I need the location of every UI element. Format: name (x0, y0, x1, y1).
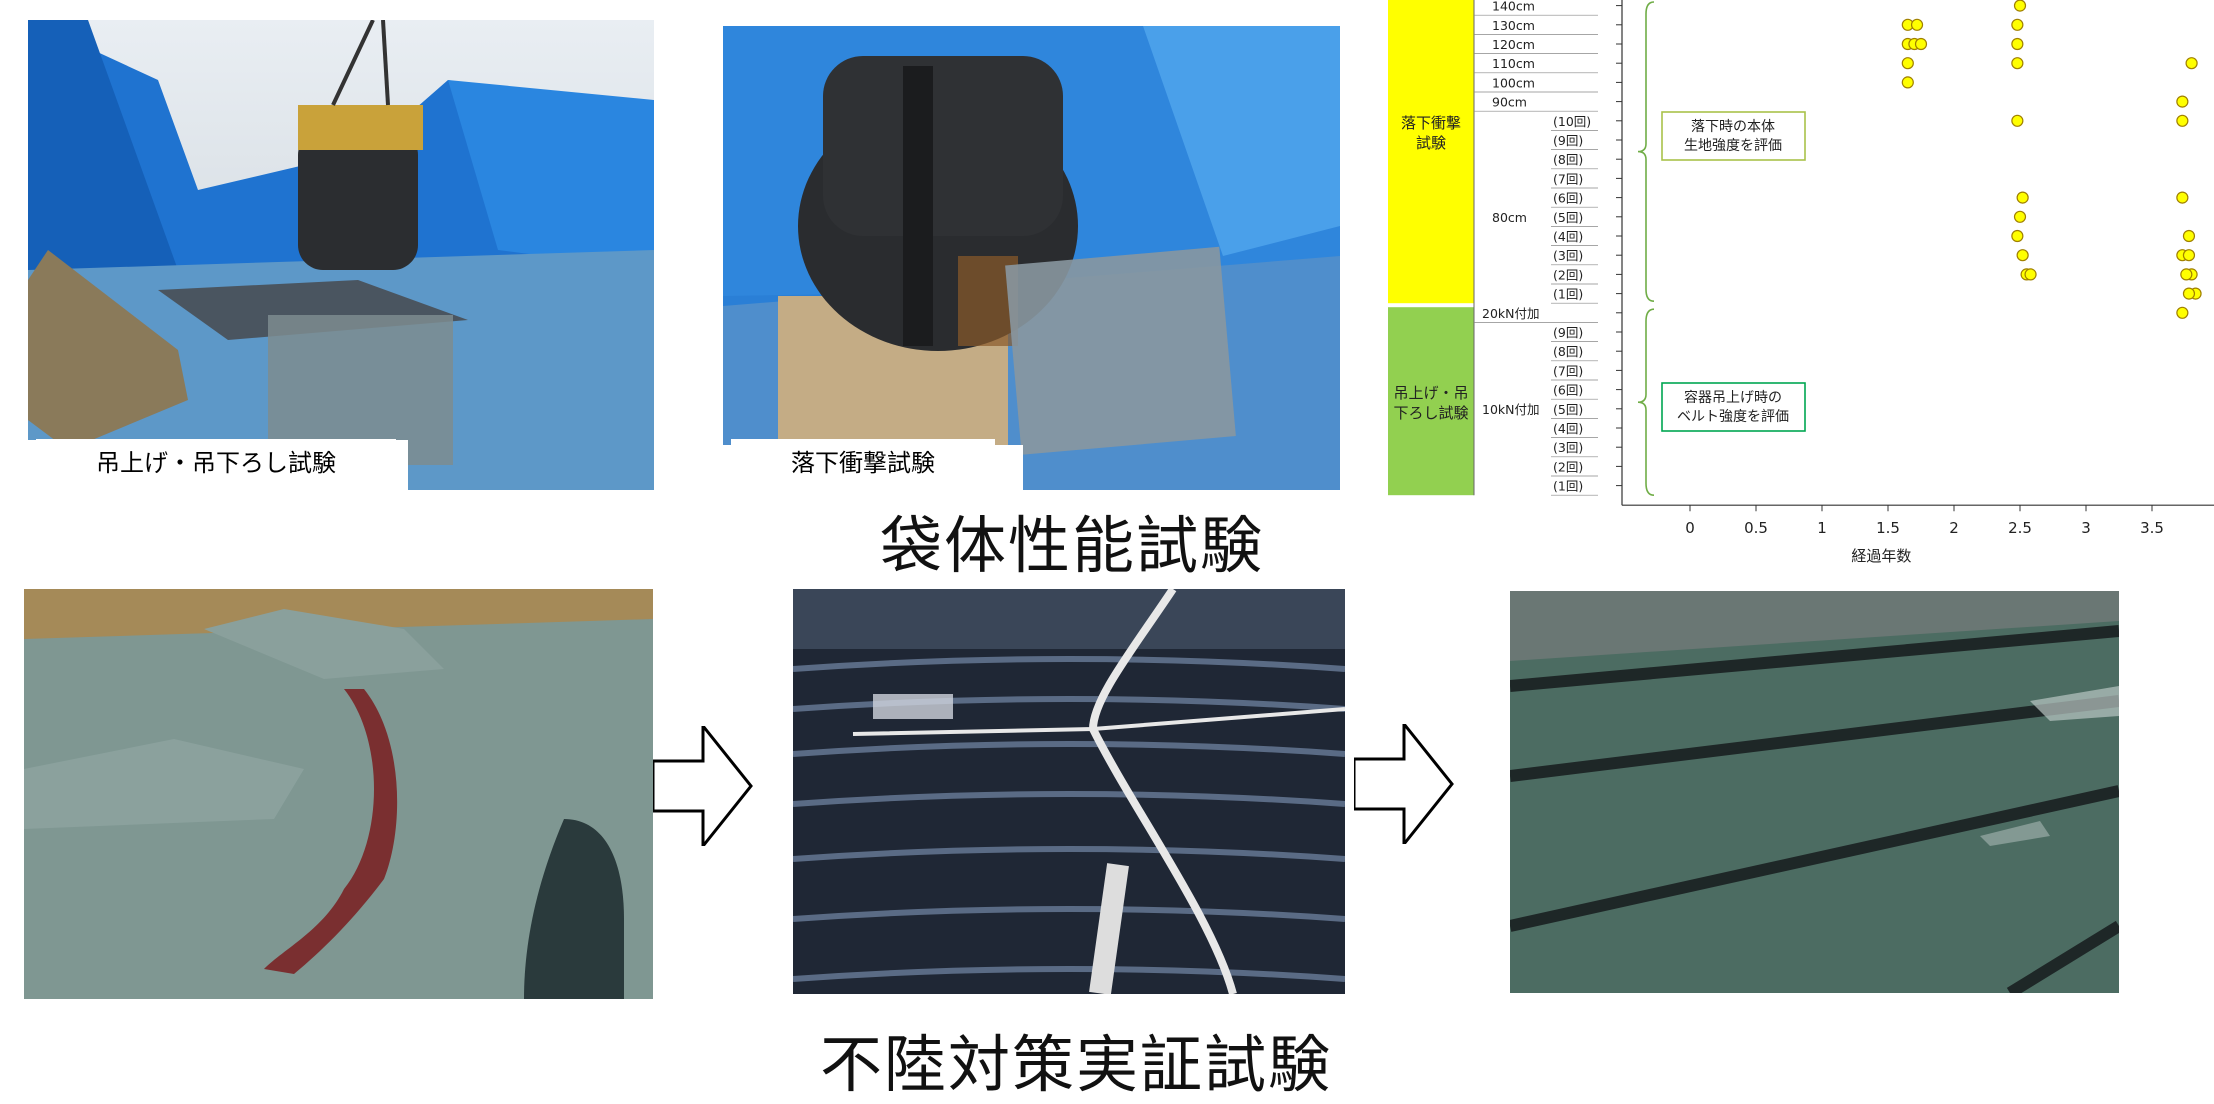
drop-test-caption: 落下衝撃試験 (731, 439, 995, 482)
data-point (2011, 57, 2024, 70)
row-label: (2回) (1553, 459, 1583, 474)
row-label: 120cm (1492, 37, 1535, 52)
data-point (2011, 114, 2024, 127)
row-label: (2回) (1553, 267, 1583, 282)
settlement-title: 不陸対策実証試験 (820, 1028, 1333, 1101)
data-point (1910, 18, 1924, 31)
row-label: 20kN付加 (1482, 306, 1540, 321)
row-label: (7回) (1553, 363, 1583, 378)
x-tick-label: 1 (1817, 519, 1827, 537)
data-point (2176, 114, 2189, 127)
lift-test-band (1388, 307, 1474, 496)
data-point (2013, 0, 2027, 12)
drop-test-note-box (1661, 111, 1806, 161)
lift-test-bracket (1637, 308, 1655, 496)
row-label: (1回) (1553, 287, 1583, 302)
data-point (2011, 37, 2024, 51)
x-tick-label: 0.5 (1744, 519, 1768, 537)
lifting-test-photo: 吊上げ・吊下ろし試験 (28, 20, 654, 490)
x-tick-label: 2 (1949, 519, 1959, 537)
row-label: 130cm (1492, 18, 1535, 33)
right-arrow-icon (1354, 724, 1454, 844)
drop-test-band (1388, 0, 1474, 304)
data-point (2176, 95, 2189, 108)
row-label: (5回) (1553, 210, 1583, 225)
x-tick-label: 3.5 (2140, 519, 2164, 537)
drop-test-note-text: 生地強度を評価 (1684, 138, 1782, 154)
bag-performance-title: 袋体性能試験 (880, 509, 1265, 582)
lifting-test-caption: 吊上げ・吊下ろし試験 (36, 439, 396, 482)
data-point (2182, 287, 2196, 300)
data-point (1901, 76, 1914, 89)
data-point (2013, 210, 2027, 223)
data-point (2182, 229, 2196, 243)
x-tick-label: 0 (1685, 519, 1695, 537)
row-label: (4回) (1553, 229, 1583, 244)
row-label: 90cm (1492, 95, 1527, 110)
data-point (1914, 37, 1928, 51)
lift-test-label-line2: 下ろし試験 (1393, 404, 1468, 422)
data-point (2180, 268, 2193, 281)
row-label: 140cm (1492, 0, 1535, 14)
data-point (2182, 249, 2196, 262)
x-tick-label: 3 (2081, 519, 2091, 537)
data-point (2016, 191, 2029, 204)
row-label: (10回) (1553, 114, 1591, 129)
row-label: (9回) (1553, 325, 1583, 340)
row-label: (9回) (1553, 133, 1583, 148)
drop-test-label-line1: 落下衝撃 (1401, 114, 1461, 132)
row-label-80cm: 80cm (1492, 210, 1527, 225)
row-label: (4回) (1553, 421, 1583, 436)
drop-test-note-text: 落下時の本体 (1691, 119, 1775, 135)
row-label: (8回) (1553, 152, 1583, 167)
row-label: 110cm (1492, 56, 1535, 71)
settlement-net-photo (793, 589, 1345, 994)
row-label: (1回) (1553, 479, 1583, 494)
data-point (1901, 57, 1914, 70)
settlement-before-photo (24, 589, 653, 999)
lift-test-label-line1: 吊上げ・吊 (1393, 384, 1468, 402)
settlement-after-photo (1510, 591, 2119, 993)
lift-test-note-box (1661, 382, 1806, 432)
data-point (2016, 249, 2029, 262)
data-point (2185, 57, 2198, 70)
row-label: (6回) (1553, 191, 1583, 206)
drop-test-photo: 落下衝撃試験 (723, 26, 1340, 490)
data-point (2011, 18, 2024, 31)
data-point (2176, 191, 2189, 204)
row-label: (7回) (1553, 171, 1583, 186)
row-label: (3回) (1553, 440, 1583, 455)
row-label: 100cm (1492, 75, 1535, 90)
row-label: (3回) (1553, 248, 1583, 263)
lift-test-note-text: 容器吊上げ時の (1684, 389, 1782, 406)
x-tick-label: 2.5 (2008, 519, 2032, 537)
data-point (2024, 268, 2037, 281)
row-label: (6回) (1553, 383, 1583, 398)
row-label: (5回) (1553, 402, 1583, 417)
data-point (2011, 229, 2024, 243)
data-point (2176, 306, 2189, 319)
lift-test-note-text: ベルト強度を評価 (1677, 409, 1789, 425)
x-tick-label: 1.5 (1876, 519, 1900, 537)
x-axis-label: 経過年数 (1851, 547, 1911, 565)
drop-test-label-line2: 試験 (1416, 134, 1446, 152)
row-label: (8回) (1553, 344, 1583, 359)
drop-test-bracket (1637, 1, 1655, 302)
row-label-10kn: 10kN付加 (1482, 402, 1540, 417)
right-arrow-icon (653, 726, 753, 846)
